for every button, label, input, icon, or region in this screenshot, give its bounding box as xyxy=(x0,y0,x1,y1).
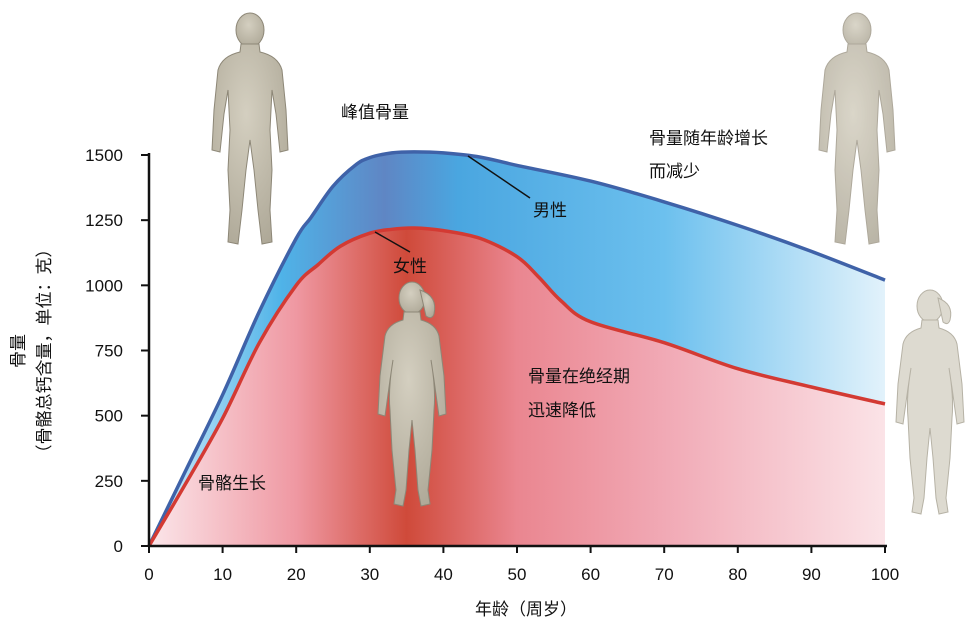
x-tick-label: 0 xyxy=(144,565,153,584)
young-woman-icon xyxy=(377,281,447,507)
old-man-icon xyxy=(818,12,896,245)
y-tick-label: 750 xyxy=(95,342,123,361)
axis-layer: 0 10 20 30 40 50 60 70 80 90 100025050075010001250… xyxy=(85,146,899,584)
menopause-annotation-line2: 迅速降低 xyxy=(528,401,596,421)
decline-annotation-line1: 骨量随年龄增长 xyxy=(649,129,768,149)
old-woman-icon xyxy=(895,289,965,515)
x-axis-title: 年龄（周岁） xyxy=(475,600,577,620)
x-tick-label: 50 xyxy=(508,565,527,584)
area-layer xyxy=(147,150,886,547)
y-tick-label: 0 xyxy=(114,537,123,556)
y-tick-label: 1000 xyxy=(85,276,123,295)
x-tick-label: 20 xyxy=(287,565,306,584)
x-tick-label: 10 xyxy=(213,565,232,584)
y-axis-title: 骨量 xyxy=(9,334,29,368)
menopause-annotation-line1: 骨量在绝经期 xyxy=(528,367,630,387)
young-man-icon xyxy=(211,12,289,245)
y-tick-label: 500 xyxy=(95,407,123,426)
male-line xyxy=(147,150,886,547)
y-tick-label: 1500 xyxy=(85,146,123,165)
y-axis-subtitle: （骨骼总钙含量，单位：克） xyxy=(35,241,55,462)
x-tick-label: 100 xyxy=(871,565,899,584)
y-tick-label: 1250 xyxy=(85,211,123,230)
female-leader-line xyxy=(374,231,411,253)
x-tick-label: 80 xyxy=(728,565,747,584)
male-leader-line xyxy=(467,155,531,199)
x-tick-label: 90 xyxy=(802,565,821,584)
x-tick-label: 40 xyxy=(434,565,453,584)
x-tick-label: 30 xyxy=(360,565,379,584)
peak-annotation: 峰值骨量 xyxy=(341,103,409,123)
female-area xyxy=(149,227,885,546)
decline-annotation-line2: 而减少 xyxy=(649,162,700,182)
x-tick-label: 70 xyxy=(655,565,674,584)
x-tick-label: 60 xyxy=(581,565,600,584)
growth-annotation: 骨骼生长 xyxy=(198,474,266,494)
male-series-label: 男性 xyxy=(533,201,567,221)
female-series-label: 女性 xyxy=(393,257,427,277)
female-line xyxy=(147,226,886,547)
y-tick-label: 250 xyxy=(95,472,123,491)
